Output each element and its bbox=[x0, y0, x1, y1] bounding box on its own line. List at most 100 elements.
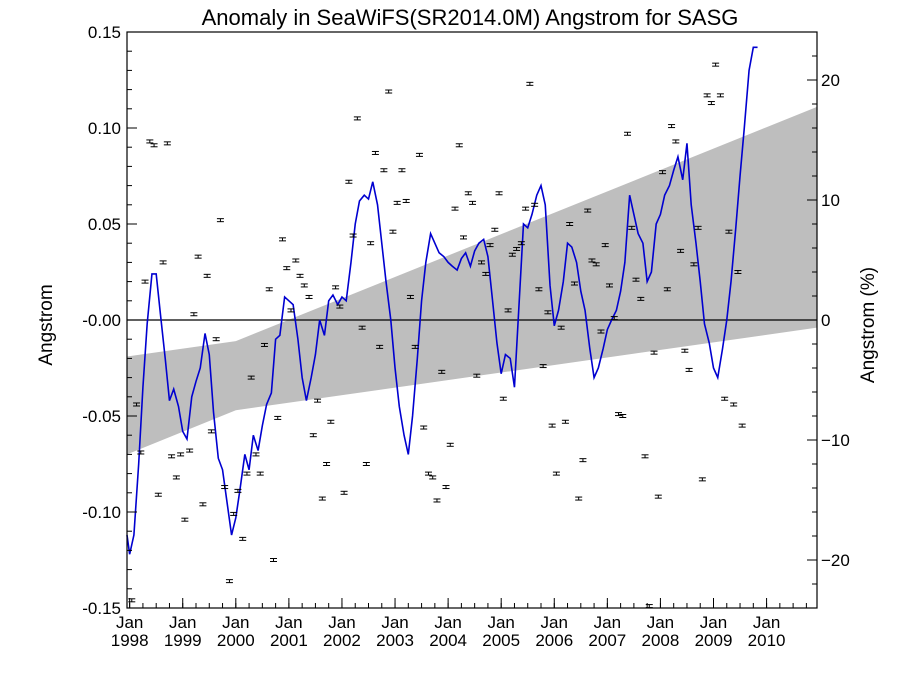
data-point bbox=[499, 396, 507, 401]
data-point bbox=[332, 285, 340, 290]
data-point bbox=[190, 312, 198, 317]
data-point bbox=[654, 494, 662, 499]
data-point bbox=[712, 62, 720, 67]
data-point bbox=[225, 579, 233, 584]
data-point bbox=[243, 471, 251, 476]
data-point bbox=[150, 143, 158, 148]
data-point bbox=[199, 502, 207, 507]
data-point bbox=[438, 369, 446, 374]
data-point bbox=[177, 452, 185, 457]
data-point bbox=[367, 241, 375, 246]
data-point bbox=[482, 271, 490, 276]
data-point bbox=[309, 433, 317, 438]
data-point bbox=[672, 139, 680, 144]
data-point bbox=[141, 279, 149, 284]
data-point bbox=[265, 287, 273, 292]
data-point bbox=[721, 396, 729, 401]
data-point bbox=[274, 415, 282, 420]
monthly-points-layer bbox=[128, 62, 746, 609]
data-point bbox=[703, 93, 711, 98]
data-point bbox=[336, 304, 344, 309]
data-point bbox=[597, 329, 605, 334]
data-point bbox=[269, 558, 277, 562]
data-point bbox=[216, 218, 224, 223]
data-point bbox=[517, 241, 525, 246]
data-point bbox=[614, 412, 622, 417]
x-tick-year: 2005 bbox=[482, 631, 520, 650]
x-tick-month: Jan bbox=[222, 613, 249, 632]
data-point bbox=[212, 337, 220, 342]
data-point bbox=[650, 350, 658, 355]
data-point bbox=[318, 496, 326, 501]
data-point bbox=[163, 141, 171, 146]
data-point bbox=[203, 273, 211, 278]
data-point bbox=[327, 419, 335, 424]
x-tick-month: Jan bbox=[647, 613, 674, 632]
data-point bbox=[473, 373, 481, 378]
data-point bbox=[292, 258, 300, 263]
data-point bbox=[283, 266, 291, 271]
data-point bbox=[508, 252, 516, 257]
data-point bbox=[181, 517, 189, 522]
x-tick-month: Jan bbox=[169, 613, 196, 632]
data-point bbox=[707, 101, 715, 106]
data-point bbox=[362, 462, 370, 466]
trend-confidence-band bbox=[127, 106, 817, 455]
data-point bbox=[584, 208, 592, 213]
data-point bbox=[376, 344, 384, 349]
data-point bbox=[734, 270, 742, 274]
data-point bbox=[504, 308, 512, 313]
y-tick-label: 0.10 bbox=[88, 119, 121, 138]
left-y-axis: 0.15 0.10 0.05 -0.00 -0.05 -0.10 -0.15 bbox=[82, 23, 137, 618]
y-tick-label: 0.15 bbox=[88, 23, 121, 42]
data-point bbox=[406, 294, 414, 299]
data-point bbox=[260, 342, 268, 347]
data-point bbox=[610, 316, 618, 321]
y-tick-label: -0.10 bbox=[82, 503, 121, 522]
x-tick-month: Jan bbox=[116, 613, 143, 632]
data-point bbox=[154, 492, 162, 497]
x-tick-year: 1998 bbox=[111, 631, 149, 650]
data-point bbox=[632, 277, 640, 282]
x-tick-month: Jan bbox=[275, 613, 302, 632]
x-axis: Jan1998Jan1999Jan2000Jan2001Jan2002Jan20… bbox=[111, 598, 807, 650]
x-tick-year: 2009 bbox=[695, 631, 733, 650]
data-point bbox=[478, 260, 486, 265]
data-point bbox=[522, 206, 530, 211]
chart-title: Anomaly in SeaWiFS(SR2014.0M) Angstrom f… bbox=[202, 5, 739, 30]
x-tick-month: Jan bbox=[700, 613, 727, 632]
data-point bbox=[349, 233, 357, 238]
x-tick-year: 1999 bbox=[164, 631, 202, 650]
x-tick-year: 2001 bbox=[270, 631, 308, 650]
data-point bbox=[566, 222, 574, 226]
data-point bbox=[393, 200, 401, 205]
data-point bbox=[619, 414, 627, 418]
data-point bbox=[539, 364, 547, 369]
x-tick-month: Jan bbox=[487, 613, 514, 632]
data-point bbox=[730, 402, 738, 407]
data-point bbox=[526, 81, 534, 86]
data-point bbox=[358, 325, 366, 330]
data-point bbox=[402, 198, 410, 203]
data-point bbox=[186, 448, 194, 453]
data-point bbox=[668, 124, 676, 129]
data-point bbox=[389, 229, 397, 234]
x-tick-month: Jan bbox=[381, 613, 408, 632]
data-point bbox=[716, 93, 724, 98]
y-tick-label: -0.00 bbox=[82, 311, 121, 330]
data-point bbox=[513, 246, 521, 251]
x-tick-year: 2002 bbox=[323, 631, 361, 650]
data-point bbox=[469, 200, 477, 205]
data-point bbox=[172, 475, 180, 480]
data-point bbox=[531, 202, 539, 207]
smoothed-anomaly-line bbox=[126, 46, 758, 555]
data-point bbox=[628, 225, 636, 230]
data-point bbox=[221, 485, 229, 490]
data-point bbox=[279, 237, 287, 242]
y-right-tick-label: −20 bbox=[821, 551, 850, 570]
data-point bbox=[548, 423, 556, 428]
data-point bbox=[433, 498, 441, 503]
data-point bbox=[207, 429, 215, 434]
x-tick-year: 2006 bbox=[535, 631, 573, 650]
